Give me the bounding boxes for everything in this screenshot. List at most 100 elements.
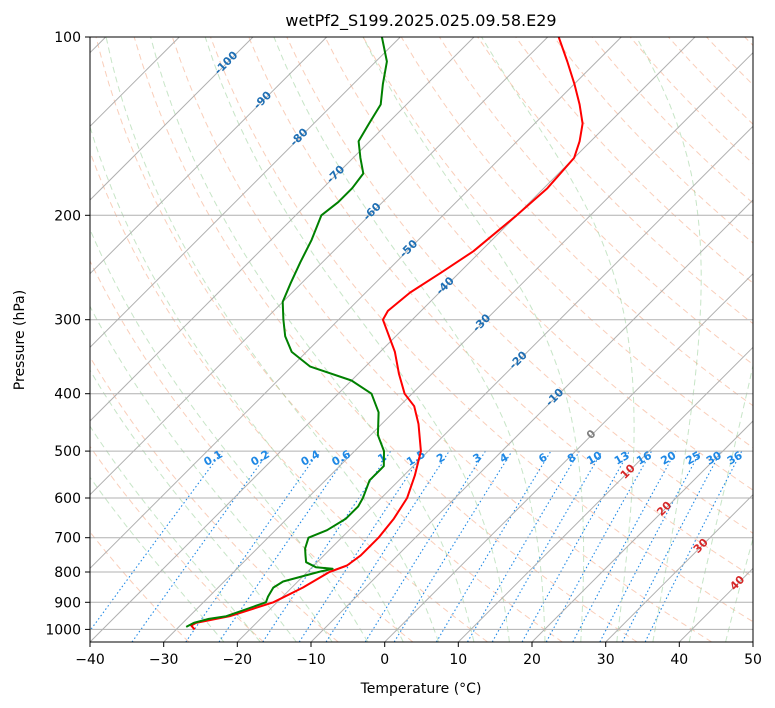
moist-adiabat [635, 37, 702, 642]
moist-adiabat [362, 37, 585, 642]
mixing-ratio-line [218, 450, 351, 642]
x-tick-label: −40 [75, 652, 105, 668]
x-tick-label: 40 [670, 652, 688, 668]
moist-adiabat [90, 125, 404, 642]
isotherm-label: -100 [212, 48, 241, 77]
moist-adiabat [105, 37, 440, 642]
isotherm-gridline [90, 37, 622, 570]
isotherm-label: 20 [654, 498, 674, 518]
dry-adiabat [95, 37, 563, 642]
y-tick-label: 800 [54, 565, 81, 581]
y-tick-label: 400 [54, 387, 81, 403]
x-axis: −40 −30 −20 −10 0 10 20 30 40 50 [75, 642, 762, 668]
series-line [190, 37, 584, 631]
y-tick-label: 900 [54, 595, 81, 611]
dry-adiabat [133, 37, 638, 642]
isotherm-gridline [384, 272, 753, 642]
x-tick-label: 0 [380, 652, 389, 668]
dry-adiabat [706, 37, 753, 86]
moist-adiabat [90, 476, 225, 642]
dry-adiabat [90, 259, 414, 642]
background-lines [90, 37, 753, 642]
mixing-ratio-line [521, 450, 630, 642]
y-tick-label: 1000 [45, 622, 81, 638]
dry-adiabat [324, 37, 753, 491]
y-tick-label: 300 [54, 313, 81, 329]
y-tick-label: 600 [54, 491, 81, 507]
isotherm-gridline [236, 125, 753, 642]
series-line [185, 37, 388, 628]
isotherm-gridline [90, 37, 254, 201]
x-tick-label: −20 [223, 652, 253, 668]
mixing-ratio-line [545, 450, 653, 642]
isotherm-label: -80 [287, 125, 310, 148]
dry-adiabat [286, 37, 753, 534]
x-tick-label: −10 [296, 652, 326, 668]
dry-adiabat [668, 37, 753, 125]
mixing-ratio-line [364, 450, 486, 642]
y-tick-label: 500 [54, 444, 81, 460]
mixing-ratio-line [262, 450, 392, 642]
isotherm-label: -40 [434, 274, 457, 297]
dry-adiabat [90, 531, 190, 642]
moist-adiabat [90, 425, 261, 642]
dry-adiabat [90, 150, 488, 642]
mixing-ratio-line [599, 450, 701, 642]
mixing-ratio-label: 8 [565, 451, 578, 466]
dry-adiabat [591, 37, 753, 204]
mixing-ratio-line [467, 450, 580, 642]
isotherm-gridline [90, 37, 401, 349]
mixing-ratio-line [131, 450, 270, 642]
isotherm-gridline [605, 493, 753, 642]
isotherm-gridline [310, 199, 753, 642]
x-tick-label: 30 [597, 652, 615, 668]
dry-adiabat [90, 356, 339, 642]
mixing-ratio-line [90, 450, 223, 632]
series-layer [185, 37, 584, 631]
dry-adiabat [248, 37, 753, 578]
isotherm-label: 40 [727, 573, 747, 593]
grid-lines [90, 37, 753, 642]
moist-adiabat [688, 363, 753, 642]
dry-adiabat [171, 37, 712, 642]
moist-adiabat [90, 369, 297, 642]
dry-adiabat [210, 37, 753, 623]
isotherm-gridline [90, 37, 328, 275]
isotherm-gridline [531, 420, 753, 642]
isotherm-label: -90 [251, 88, 274, 111]
dry-adiabat [553, 37, 753, 244]
mixing-ratio-label: 4 [497, 450, 510, 465]
moist-adiabat [481, 37, 635, 642]
moist-adiabat [273, 37, 546, 642]
moist-adiabat [150, 37, 475, 642]
x-tick-label: 10 [449, 652, 467, 668]
mixing-ratio-label: 1 [375, 451, 388, 466]
moist-adiabat [204, 37, 510, 642]
mixing-ratio-line [325, 450, 450, 642]
isotherm-label: -20 [507, 348, 530, 371]
y-tick-label: 100 [54, 30, 81, 46]
dry-adiabat [477, 37, 753, 325]
x-tick-label: 20 [523, 652, 541, 668]
mixing-ratio-label: 6 [536, 450, 549, 465]
moist-adiabat [90, 305, 333, 642]
y-tick-label: 200 [54, 208, 81, 224]
mixing-ratio-line [644, 450, 743, 642]
isotherm-label: -10 [543, 385, 566, 408]
isotherm-gridline [678, 567, 753, 642]
isotherm-gridline [90, 37, 696, 642]
isotherm-label: -70 [324, 163, 347, 186]
moist-adiabat [90, 228, 369, 642]
chart-title: wetPf2_S199.2025.025.09.58.E29 [285, 11, 556, 31]
isotherm-label: -50 [397, 237, 420, 260]
isotherm-gridline [90, 37, 475, 422]
mixing-ratio-line [435, 450, 552, 642]
isotherm-gridline [457, 346, 753, 642]
isotherm-label: 30 [691, 536, 711, 556]
isotherm-gridline [90, 37, 549, 496]
isotherm-label: 0 [584, 427, 599, 442]
mixing-ratio-line [185, 450, 320, 642]
mixing-ratio-line [393, 450, 513, 642]
